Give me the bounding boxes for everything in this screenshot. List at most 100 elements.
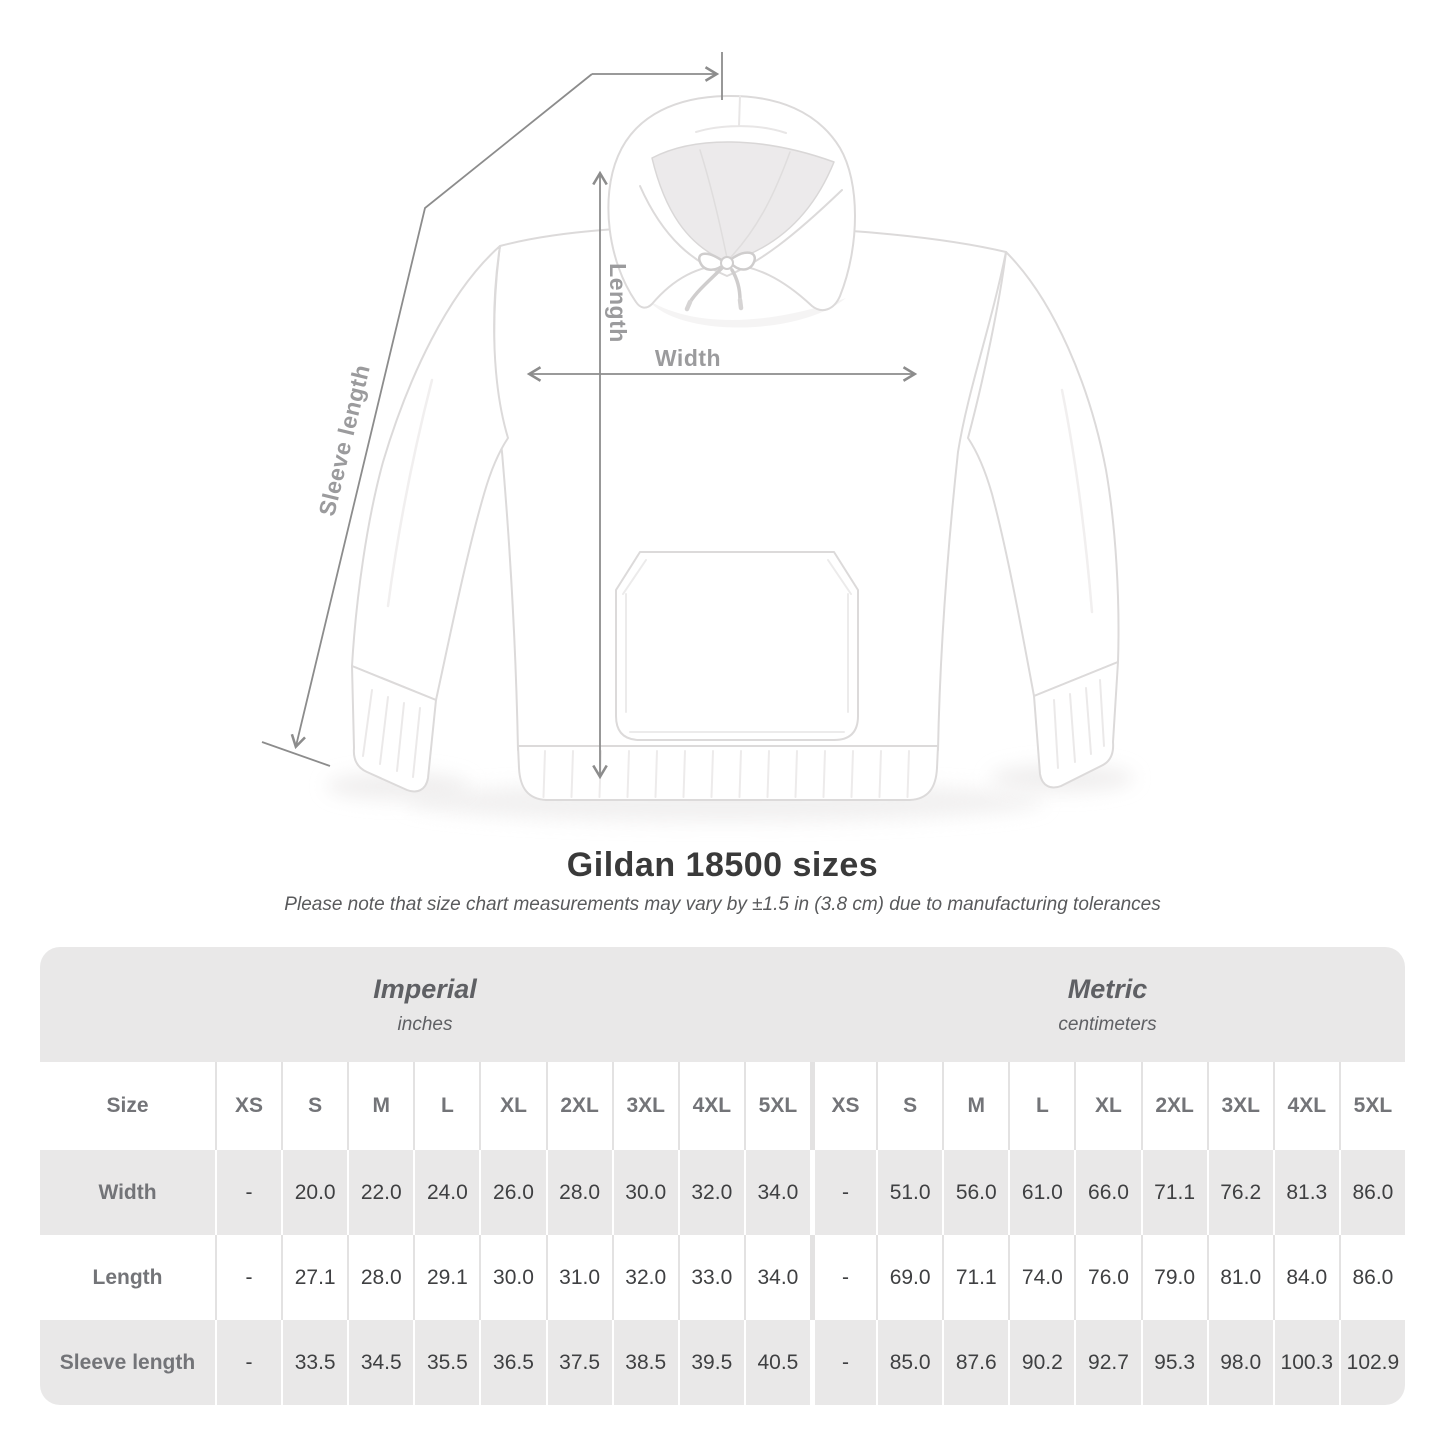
size-value-cell: 36.5 xyxy=(479,1320,546,1405)
hoodie-size-diagram: Length Width Sleeve length xyxy=(261,52,1134,822)
size-column-header: 5XL xyxy=(743,1062,810,1150)
kangaroo-pocket xyxy=(615,551,859,741)
row-label: Length xyxy=(40,1235,215,1320)
sleeve-length-label: Sleeve length xyxy=(314,362,375,519)
right-sleeve xyxy=(967,251,1120,697)
size-value-cell: 66.0 xyxy=(1074,1150,1141,1235)
size-column-header: XL xyxy=(479,1062,546,1150)
size-value-cell: 37.5 xyxy=(545,1320,612,1405)
size-value-cell: 95.3 xyxy=(1140,1320,1207,1405)
size-column-header: S xyxy=(281,1062,348,1150)
size-value-cell: - xyxy=(809,1150,877,1235)
size-column-header: XS xyxy=(215,1062,282,1150)
size-value-cell: 34.5 xyxy=(347,1320,414,1405)
size-value-cell: - xyxy=(809,1235,877,1320)
size-value-cell: 84.0 xyxy=(1272,1235,1339,1320)
size-value-cell: 38.5 xyxy=(611,1320,678,1405)
unit-section-name: Metric xyxy=(1067,973,1148,1004)
size-column-header: 2XL xyxy=(545,1062,612,1150)
unit-section-name: Imperial xyxy=(373,973,477,1004)
size-value-cell: - xyxy=(809,1320,877,1405)
row-label: Width xyxy=(40,1150,215,1235)
size-value-cell: 51.0 xyxy=(876,1150,943,1235)
unit-section-unit: inches xyxy=(397,1013,453,1035)
left-sleeve xyxy=(351,245,509,701)
size-value-cell: 81.0 xyxy=(1206,1235,1273,1320)
size-value-cell: - xyxy=(215,1320,282,1405)
size-column-header: XL xyxy=(1074,1062,1141,1150)
size-value-cell: 86.0 xyxy=(1338,1150,1405,1235)
table-row: Length -27.1 28.0 29.1 30.0 31.0 32.0 33.0 34.0-… xyxy=(40,1235,1405,1320)
row-label: Sleeve length xyxy=(40,1320,215,1405)
size-value-cell: 76.0 xyxy=(1074,1235,1141,1320)
size-column-header: L xyxy=(1008,1062,1075,1150)
measurement-arrows xyxy=(261,52,918,780)
size-value-cell: 79.0 xyxy=(1140,1235,1207,1320)
size-value-cell: 40.5 xyxy=(743,1320,810,1405)
size-value-cell: 28.0 xyxy=(545,1150,612,1235)
size-column-header: S xyxy=(876,1062,943,1150)
table-row: Sleeve length -33.5 34.5 35.5 36.5 37.5 38.5 39… xyxy=(40,1320,1405,1405)
chart-title: Gildan 18500 sizes xyxy=(566,846,879,884)
size-value-cell: 35.5 xyxy=(413,1320,480,1405)
drawstring-bow xyxy=(684,251,756,312)
size-value-cell: 20.0 xyxy=(281,1150,348,1235)
size-value-cell: 87.6 xyxy=(942,1320,1009,1405)
unit-section-unit: centimeters xyxy=(1058,1013,1157,1035)
size-column-header: 3XL xyxy=(611,1062,678,1150)
size-value-cell: 90.2 xyxy=(1008,1320,1075,1405)
chart-note: Please note that size chart measurements… xyxy=(284,894,1161,915)
size-column-header: 4XL xyxy=(1272,1062,1339,1150)
size-value-cell: 71.1 xyxy=(1140,1150,1207,1235)
size-value-cell: 98.0 xyxy=(1206,1320,1273,1405)
size-value-cell: 34.0 xyxy=(743,1235,810,1320)
hoodie-illustration xyxy=(351,94,1120,801)
size-value-cell: 31.0 xyxy=(545,1235,612,1320)
hem-band xyxy=(517,745,939,801)
size-value-cell: - xyxy=(215,1150,282,1235)
size-value-cell: 81.3 xyxy=(1272,1150,1339,1235)
size-value-cell: 26.0 xyxy=(479,1150,546,1235)
table-row: Width -20.0 22.0 24.0 26.0 28.0 30.0 32.0 34.0-5… xyxy=(40,1150,1405,1235)
size-column-header: M xyxy=(347,1062,414,1150)
right-cuff xyxy=(1033,661,1119,789)
size-value-cell: 33.0 xyxy=(677,1235,744,1320)
size-column-header: M xyxy=(942,1062,1009,1150)
size-value-cell: 61.0 xyxy=(1008,1150,1075,1235)
size-table: Imperial inches Metric centimeters Size XS S M L… xyxy=(40,947,1405,1405)
size-column-header: 5XL xyxy=(1338,1062,1405,1150)
size-column-header: L xyxy=(413,1062,480,1150)
size-value-cell: 27.1 xyxy=(281,1235,348,1320)
size-value-cell: 86.0 xyxy=(1338,1235,1405,1320)
size-value-cell: 28.0 xyxy=(347,1235,414,1320)
size-value-cell: 32.0 xyxy=(677,1150,744,1235)
size-table-grid: Imperial inches Metric centimeters Size XS S M L… xyxy=(40,947,1405,1405)
size-value-cell: 92.7 xyxy=(1074,1320,1141,1405)
size-value-cell: 102.9 xyxy=(1338,1320,1405,1405)
size-value-cell: 24.0 xyxy=(413,1150,480,1235)
size-value-cell: 69.0 xyxy=(876,1235,943,1320)
size-value-cell: 30.0 xyxy=(611,1150,678,1235)
size-value-cell: - xyxy=(215,1235,282,1320)
size-value-cell: 56.0 xyxy=(942,1150,1009,1235)
hood-lining xyxy=(651,141,835,263)
length-label: Length xyxy=(605,263,631,343)
size-column-header: 3XL xyxy=(1206,1062,1273,1150)
size-value-cell: 33.5 xyxy=(281,1320,348,1405)
size-value-cell: 100.3 xyxy=(1272,1320,1339,1405)
size-value-cell: 76.2 xyxy=(1206,1150,1273,1235)
size-value-cell: 22.0 xyxy=(347,1150,414,1235)
unit-section-header-metric: Metric centimeters xyxy=(809,947,1405,1062)
size-column-header: XS xyxy=(809,1062,877,1150)
sleeve-length-diagonal xyxy=(290,73,593,750)
size-column-header: 4XL xyxy=(677,1062,744,1150)
size-value-cell: 39.5 xyxy=(677,1320,744,1405)
size-value-cell: 29.1 xyxy=(413,1235,480,1320)
size-row-header: Size xyxy=(40,1062,215,1150)
size-value-cell: 30.0 xyxy=(479,1235,546,1320)
width-label: Width xyxy=(655,345,721,371)
size-value-cell: 85.0 xyxy=(876,1320,943,1405)
size-value-cell: 32.0 xyxy=(611,1235,678,1320)
unit-section-header-imperial: Imperial inches xyxy=(40,947,810,1062)
